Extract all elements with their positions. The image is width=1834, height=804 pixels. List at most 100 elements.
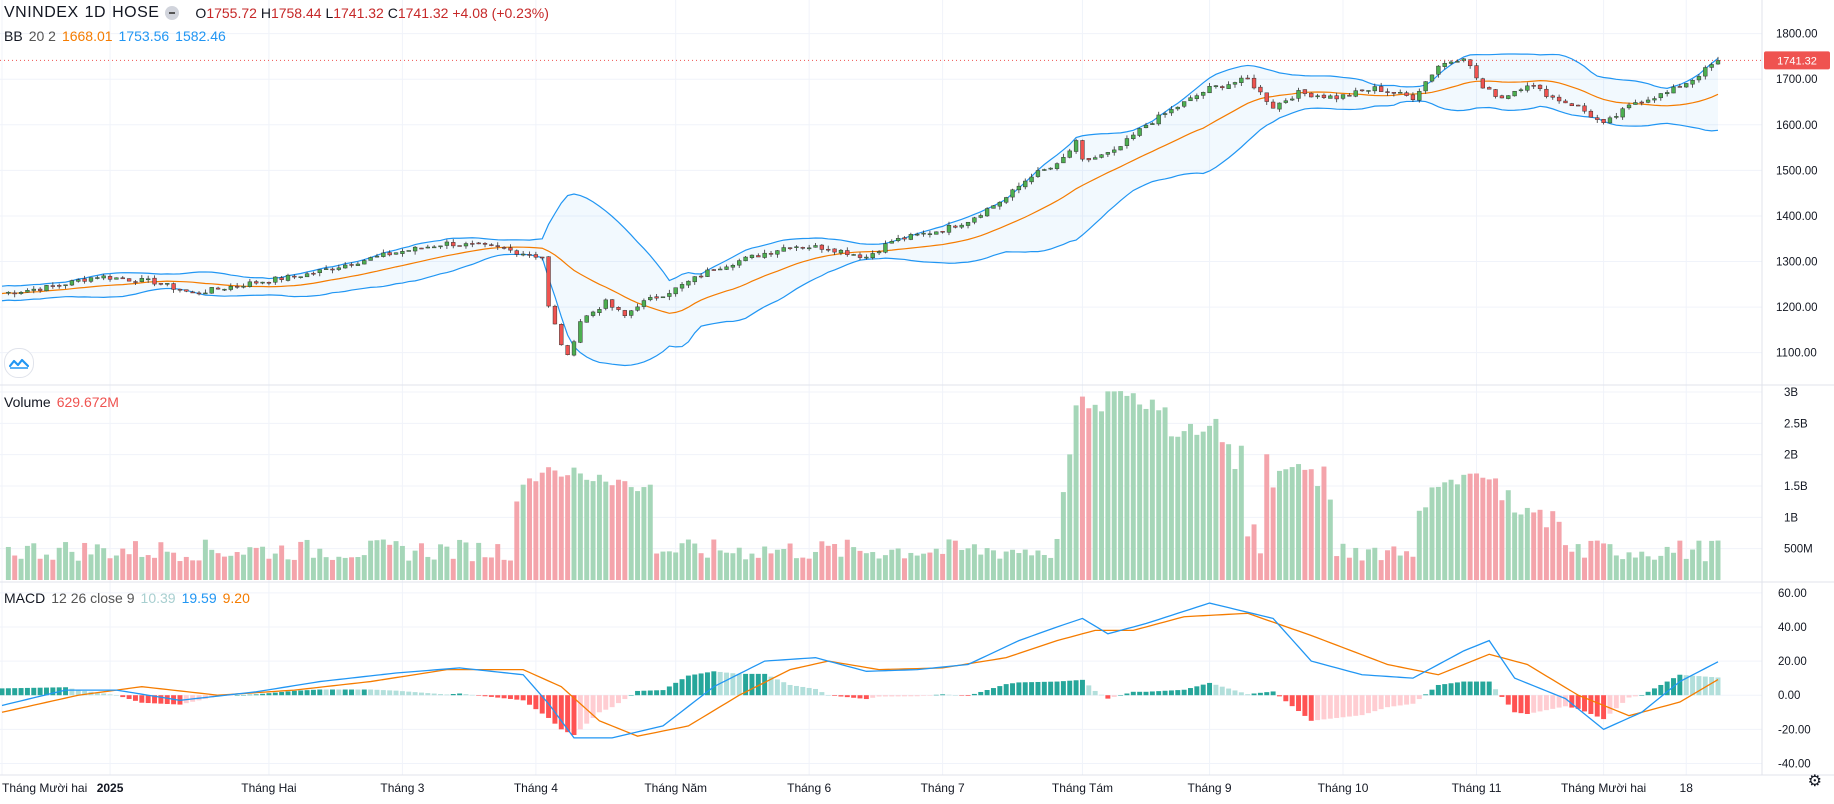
macd-histogram-bar[interactable] [5,688,11,696]
volume-bar[interactable] [253,547,259,580]
candle-body[interactable] [965,221,971,226]
volume-bar[interactable] [247,547,253,580]
macd-histogram-bar[interactable] [997,686,1003,696]
macd-histogram-bar[interactable] [145,695,151,704]
macd-histogram-bar[interactable] [609,695,615,708]
volume-bar[interactable] [177,561,183,580]
volume-bar[interactable] [1429,487,1435,580]
macd-histogram-bar[interactable] [126,695,132,699]
candle-body[interactable] [209,287,214,294]
volume-bar[interactable] [126,554,132,580]
macd-histogram-bar[interactable] [921,695,927,696]
candle-body[interactable] [1556,96,1562,102]
macd-histogram-bar[interactable] [1041,681,1047,696]
macd-histogram-bar[interactable] [825,695,831,696]
candle-body[interactable] [1023,180,1028,188]
volume-bar[interactable] [1340,543,1346,580]
volume-bar[interactable] [571,467,577,580]
volume-bar[interactable] [952,540,958,580]
candle-body[interactable] [1429,74,1435,82]
candle-body[interactable] [832,248,837,253]
volume-bar[interactable] [1550,511,1556,580]
macd-histogram-bar[interactable] [768,676,774,696]
macd-histogram-bar[interactable] [412,692,418,696]
volume-bar[interactable] [202,539,208,580]
volume-bar[interactable] [145,555,151,580]
candle-body[interactable] [1448,61,1454,64]
price-pane[interactable] [0,53,1762,367]
macd-histogram-bar[interactable] [241,694,246,696]
macd-histogram-bar[interactable] [1283,695,1289,702]
macd-histogram-bar[interactable] [1156,691,1162,696]
candle-body[interactable] [177,288,183,291]
volume-bar[interactable] [666,551,672,580]
macd-histogram-bar[interactable] [1486,681,1492,696]
candle-body[interactable] [1614,116,1619,118]
candle-body[interactable] [1169,109,1174,114]
candle-body[interactable] [37,288,43,291]
candle-body[interactable] [343,264,348,269]
volume-bar[interactable] [1620,559,1626,580]
volume-pane[interactable] [5,391,1721,580]
volume-bar[interactable] [844,539,850,580]
candle-body[interactable] [724,266,729,270]
volume-bar[interactable] [412,550,418,580]
macd-histogram-bar[interactable] [527,695,532,705]
candle-body[interactable] [107,276,113,280]
candle-body[interactable] [565,345,570,355]
macd-histogram-bar[interactable] [228,695,234,696]
candle-body[interactable] [889,241,894,244]
volume-bar[interactable] [1474,473,1479,580]
volume-bar[interactable] [1137,404,1143,580]
candle-body[interactable] [1131,134,1136,140]
candle-body[interactable] [1461,58,1466,61]
volume-bar[interactable] [1556,521,1562,580]
candle-body[interactable] [355,263,361,266]
macd-histogram-bar[interactable] [1207,682,1213,696]
volume-legend[interactable]: Volume 629.672M [4,394,119,410]
volume-bar[interactable] [832,544,838,580]
candle-body[interactable] [101,275,106,279]
candle-body[interactable] [1251,77,1257,89]
macd-histogram-bar[interactable] [1270,691,1276,696]
candle-body[interactable] [1264,92,1269,102]
macd-histogram-bar[interactable] [1105,695,1111,699]
volume-bar[interactable] [1296,464,1302,580]
volume-bar[interactable] [1454,484,1460,580]
macd-histogram-bar[interactable] [933,694,939,696]
candle-body[interactable] [902,237,907,240]
candle-body[interactable] [165,283,170,285]
volume-bar[interactable] [1442,482,1448,580]
candle-body[interactable] [927,233,933,235]
macd-histogram-bar[interactable] [616,695,621,704]
macd-histogram-bar[interactable] [1162,690,1168,696]
macd-histogram-bar[interactable] [813,688,818,696]
volume-bar[interactable] [1238,445,1244,580]
volume-bar[interactable] [921,553,927,580]
candle-body[interactable] [1258,86,1263,93]
macd-histogram-bar[interactable] [863,695,869,700]
volume-bar[interactable] [5,546,11,580]
macd-histogram-bar[interactable] [1531,695,1537,713]
volume-bar[interactable] [190,560,196,580]
candle-body[interactable] [146,278,151,281]
macd-histogram-bar[interactable] [1060,681,1066,696]
candle-body[interactable] [1239,77,1244,83]
candle-body[interactable] [1207,86,1212,94]
volume-bar[interactable] [539,472,545,580]
candle-body[interactable] [1684,83,1689,88]
volume-bar[interactable] [1531,512,1537,580]
volume-bar[interactable] [1086,408,1092,580]
candle-body[interactable] [590,311,596,316]
candle-body[interactable] [95,277,100,279]
volume-bar[interactable] [577,473,583,580]
macd-histogram-bar[interactable] [539,695,545,714]
volume-bar[interactable] [724,552,730,580]
volume-bar[interactable] [1022,549,1028,580]
macd-histogram-bar[interactable] [596,695,602,713]
macd-histogram-bar[interactable] [1480,681,1486,696]
volume-bar[interactable] [743,559,749,580]
candle-body[interactable] [1315,95,1320,98]
volume-bar[interactable] [495,544,501,580]
volume-bar[interactable] [1702,561,1708,580]
